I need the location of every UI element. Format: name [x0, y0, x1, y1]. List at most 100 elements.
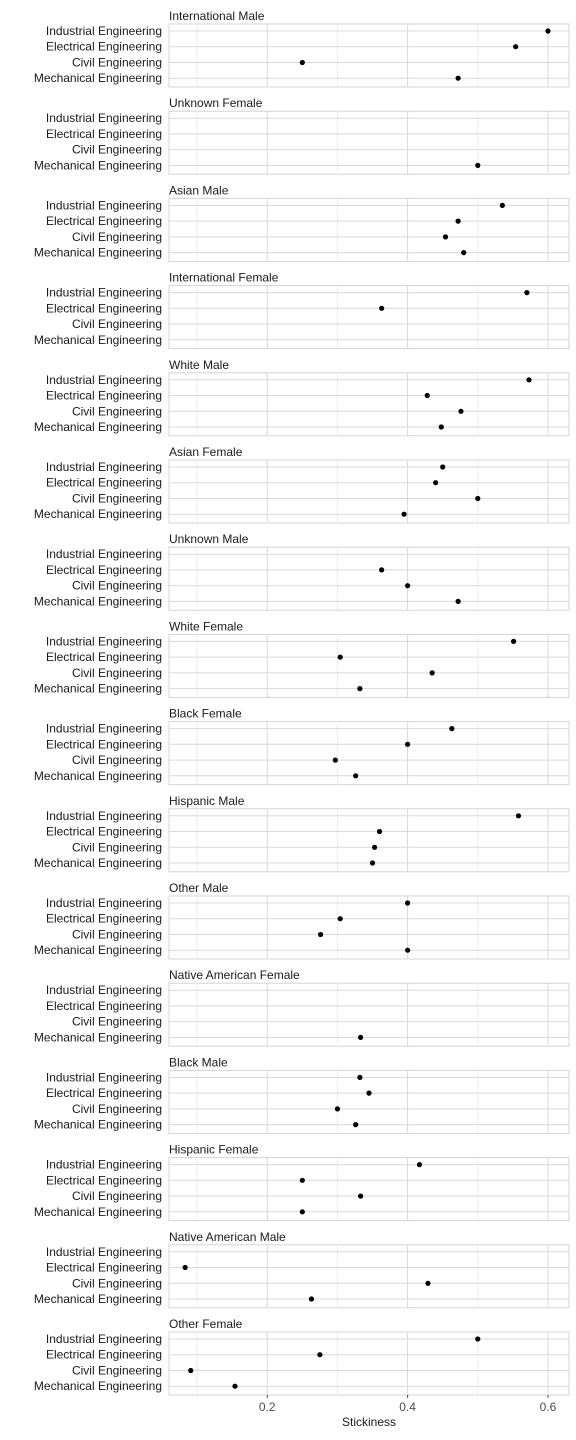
category-label: Civil Engineering — [72, 1015, 162, 1029]
data-point — [232, 1383, 238, 1389]
panel: White Male Industrial Engineering Electric… — [34, 358, 570, 437]
data-point — [372, 844, 378, 850]
category-label: Mechanical Engineering — [34, 1118, 162, 1132]
data-point — [458, 408, 464, 414]
data-point — [475, 495, 481, 502]
data-point — [429, 670, 435, 676]
panel-background — [168, 808, 570, 873]
category-label: Civil Engineering — [72, 230, 162, 244]
panel: Hispanic Female Industrial EngineeringEle… — [34, 1143, 570, 1222]
category-label: Civil Engineering — [72, 753, 162, 767]
data-point — [366, 1090, 372, 1096]
data-point — [357, 686, 363, 692]
panel-title: Hispanic Female — [169, 1143, 259, 1157]
category-label: Industrial Engineering — [46, 1070, 162, 1084]
category-label: Mechanical Engineering — [34, 1030, 162, 1044]
panel: International Female Industrial Engineeri… — [34, 271, 570, 350]
category-label: Industrial Engineering — [46, 1158, 162, 1172]
data-point — [440, 464, 446, 470]
panel-background — [168, 721, 570, 786]
x-tick-label: 0.2 — [259, 1400, 276, 1414]
data-point — [308, 1296, 315, 1302]
data-point — [188, 1367, 194, 1374]
category-label: Electrical Engineering — [46, 1261, 162, 1275]
category-label: Industrial Engineering — [46, 896, 162, 910]
panel-background — [168, 110, 570, 175]
category-label: Electrical Engineering — [46, 389, 162, 403]
category-label: Civil Engineering — [72, 404, 162, 418]
data-point — [433, 480, 439, 486]
category-label: Electrical Engineering — [46, 1086, 162, 1100]
data-point — [353, 773, 359, 779]
data-point — [461, 250, 467, 256]
panel-background — [168, 633, 570, 698]
data-point — [510, 638, 517, 645]
data-point — [357, 1034, 364, 1040]
panel-background — [168, 1069, 570, 1134]
category-label: Electrical Engineering — [46, 737, 162, 751]
category-label: Civil Engineering — [72, 143, 162, 157]
panel: Asian Female Industrial Engineering Electr… — [34, 445, 570, 524]
panel-background — [168, 895, 570, 960]
category-label: Mechanical Engineering — [34, 1205, 162, 1219]
category-label: Mechanical Engineering — [34, 246, 162, 260]
data-point — [379, 305, 385, 311]
panel: Hispanic Male Industrial Engineering Elect… — [34, 794, 570, 873]
panel: Unknown Female Industrial Engineering Elec… — [34, 96, 570, 175]
category-label: Mechanical Engineering — [34, 1292, 162, 1306]
x-tick-label: 0.4 — [399, 1400, 416, 1414]
panel-title: Unknown Male — [169, 532, 249, 546]
panel-background — [168, 285, 570, 350]
panel-title: White Female — [169, 619, 243, 633]
category-label: Industrial Engineering — [46, 373, 162, 387]
category-label: Civil Engineering — [72, 317, 162, 331]
x-axis-title: Stickiness — [342, 1415, 396, 1429]
data-point — [416, 1162, 423, 1168]
data-point — [353, 1122, 359, 1128]
data-point — [515, 813, 522, 819]
panel-title: Native American Female — [169, 968, 300, 982]
panels: International Male Industrial Engineering… — [34, 9, 570, 1396]
data-point — [455, 75, 461, 81]
data-point — [369, 860, 376, 866]
panel-title: Native American Male — [169, 1230, 286, 1244]
data-point — [337, 654, 343, 660]
data-point — [332, 757, 338, 763]
category-label: Electrical Engineering — [46, 825, 162, 839]
panel-background — [168, 1331, 570, 1396]
category-label: Mechanical Engineering — [34, 856, 162, 870]
panel-background — [168, 1244, 570, 1309]
category-label: Civil Engineering — [72, 1189, 162, 1203]
category-label: Electrical Engineering — [46, 301, 162, 315]
data-point — [404, 583, 411, 589]
data-point — [404, 741, 411, 747]
data-point — [357, 1193, 364, 1199]
data-point — [334, 1106, 341, 1112]
panel: Other Female Industrial Engineering Electr… — [34, 1317, 570, 1396]
data-point — [404, 947, 411, 953]
category-label: Electrical Engineering — [46, 127, 162, 141]
category-label: Industrial Engineering — [46, 198, 162, 212]
data-point — [424, 392, 430, 399]
category-label: Civil Engineering — [72, 492, 162, 506]
category-label: Industrial Engineering — [46, 1245, 162, 1259]
panel-title: International Male — [169, 9, 265, 23]
panel: International Male Industrial Engineering… — [34, 9, 570, 88]
category-label: Industrial Engineering — [46, 983, 162, 997]
data-point — [499, 202, 505, 208]
category-label: Mechanical Engineering — [34, 420, 162, 434]
category-label: Industrial Engineering — [46, 547, 162, 561]
panel-background — [168, 459, 570, 524]
data-point — [317, 1352, 323, 1358]
data-point — [526, 377, 532, 383]
category-label: Industrial Engineering — [46, 1332, 162, 1346]
category-label: Industrial Engineering — [46, 286, 162, 300]
category-label: Civil Engineering — [72, 1276, 162, 1290]
category-label: Civil Engineering — [72, 1102, 162, 1116]
category-label: Civil Engineering — [72, 666, 162, 680]
panel-title: Other Female — [169, 1317, 243, 1331]
category-label: Civil Engineering — [72, 1364, 162, 1378]
category-label: Electrical Engineering — [46, 912, 162, 926]
data-point — [401, 511, 407, 517]
category-label: Industrial Engineering — [46, 809, 162, 823]
